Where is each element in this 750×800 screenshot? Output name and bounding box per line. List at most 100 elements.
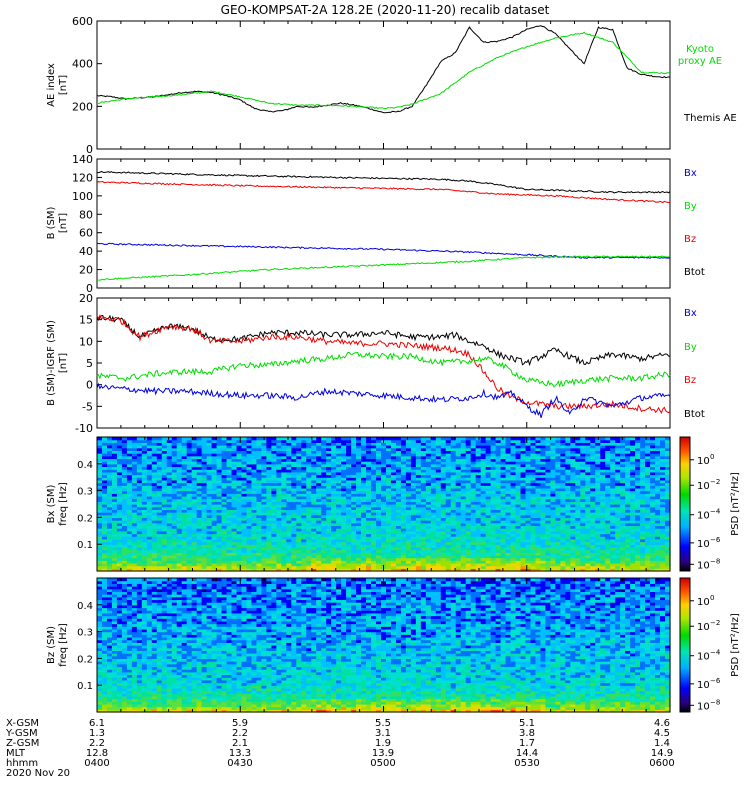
spectrogram-cell [346, 439, 352, 443]
spectrogram-cell [510, 477, 517, 481]
spectrogram-cell [146, 477, 153, 481]
spectrogram-cell [97, 495, 103, 500]
spectrogram-cell [276, 463, 282, 468]
spectrogram-cell [271, 501, 277, 505]
spectrogram-cell [346, 477, 352, 481]
spectrogram-cell [111, 525, 118, 529]
spectrogram-cell [151, 469, 158, 473]
spectrogram-cell [331, 485, 337, 489]
spectrogram-cell [161, 498, 168, 502]
spectrogram-cell [241, 504, 248, 508]
spectrogram-cell [480, 495, 487, 500]
spectrogram-cell [435, 544, 442, 548]
spectrogram-cell [186, 466, 193, 470]
spectrogram-cell [515, 506, 522, 510]
spectrogram-cell [490, 533, 497, 537]
spectrogram-cell [400, 544, 407, 548]
spectrogram-cell [376, 514, 382, 518]
spectrogram-cell [111, 485, 118, 489]
spectrogram-cell [440, 482, 447, 486]
spectrogram-cell [371, 536, 377, 540]
spectrogram-cell [266, 544, 272, 548]
spectrogram-cell [206, 463, 213, 468]
spectrogram-cell [226, 562, 233, 567]
spectrogram-cell [301, 490, 307, 494]
spectrogram-cell [136, 528, 143, 532]
spectrogram-cell [326, 463, 332, 468]
spectrogram-cell [545, 522, 552, 527]
spectrogram-cell [455, 455, 462, 460]
spectrogram-cell [490, 455, 497, 460]
spectrogram-cell [545, 482, 552, 486]
spectrogram-cell [390, 546, 397, 551]
spectrogram-cell [186, 549, 193, 553]
spectrogram-cell [291, 493, 297, 497]
spectrogram-cell [136, 447, 143, 451]
spectrogram-cell [201, 504, 208, 508]
spectrogram-cell [450, 445, 457, 449]
spectrogram-cell [450, 557, 457, 561]
spectrogram-cell [445, 522, 452, 527]
spectrogram-cell [535, 522, 542, 527]
spectrogram-cell [480, 546, 487, 551]
spectrogram-cell [550, 520, 556, 524]
spectrogram-cell [465, 509, 472, 513]
spectrogram-cell [376, 544, 382, 548]
spectrogram-cell [480, 485, 487, 489]
spectrogram-cell [311, 530, 317, 535]
spectrogram-cell [306, 463, 312, 468]
figure-title: GEO-KOMPSAT-2A 128.2E (2020-11-20) recal… [221, 3, 550, 17]
spectrogram-cell [475, 469, 482, 473]
spectrogram-cell [570, 509, 576, 513]
spectrogram-cell [545, 528, 552, 532]
spectrogram-cell [201, 437, 208, 441]
spectrogram-cell [231, 450, 238, 454]
spectrogram-cell [450, 517, 457, 521]
spectrogram-cell [101, 458, 108, 462]
spectrogram-cell [530, 498, 537, 502]
spectrogram-cell [181, 544, 188, 548]
spectrogram-cell [376, 445, 382, 449]
spectrogram-cell [106, 439, 113, 443]
spectrogram-cell [336, 530, 342, 535]
spectrogram-cell [201, 477, 208, 481]
spectrogram-cell [131, 514, 138, 518]
spectrogram-cell [321, 474, 327, 478]
spectrogram-cell [455, 501, 462, 505]
spectrogram-cell [515, 528, 522, 532]
spectrogram-cell [346, 530, 352, 535]
spectrogram-cell [191, 528, 198, 532]
spectrogram-cell [540, 437, 547, 441]
spectrogram-cell [316, 514, 322, 518]
spectrogram-cell [460, 501, 467, 505]
spectrogram-cell [316, 552, 322, 556]
spectrogram-cell [356, 439, 362, 443]
spectrogram-cell [146, 520, 153, 524]
spectrogram-cell [495, 471, 502, 476]
spectrogram-cell [520, 442, 527, 446]
spectrogram-cell [470, 466, 477, 470]
spectrogram-cell [570, 552, 576, 556]
spectrogram-cell [410, 485, 417, 489]
spectrogram-cell [106, 552, 113, 556]
spectrogram-cell [216, 528, 223, 532]
spectrogram-cell [291, 530, 297, 535]
spectrogram-cell [291, 490, 297, 494]
spectrogram-cell [141, 479, 148, 484]
spectrogram-cell [410, 482, 417, 486]
spectrogram-cell [186, 501, 193, 505]
spectrogram-cell [490, 536, 497, 540]
spectrogram-cell [366, 565, 372, 569]
spectrogram-cell [181, 517, 188, 521]
spectrogram-cell [176, 557, 183, 561]
spectrogram-cell [256, 544, 263, 548]
spectrogram-cell [266, 498, 272, 502]
spectrogram-cell [490, 447, 497, 451]
spectrogram-cell [216, 501, 223, 505]
spectrogram-cell [126, 458, 133, 462]
spectrogram-cell [366, 437, 372, 441]
spectrogram-cell [311, 568, 317, 572]
spectrogram-cell [181, 552, 188, 556]
spectrogram-cell [405, 463, 412, 468]
